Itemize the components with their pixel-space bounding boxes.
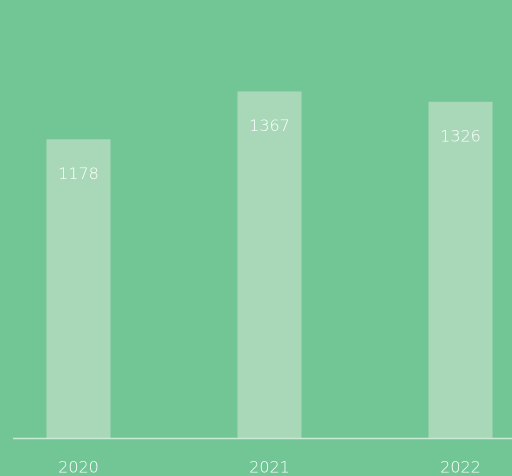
x-tick-label: 2020 (58, 458, 99, 476)
bar (428, 101, 493, 439)
bar (46, 139, 111, 438)
value-label: 1367 (249, 116, 290, 135)
bar (237, 91, 302, 438)
value-label: 1178 (58, 164, 99, 183)
x-tick-label: 2022 (440, 458, 481, 476)
value-label: 1326 (440, 126, 481, 145)
x-tick-label: 2021 (249, 458, 290, 476)
